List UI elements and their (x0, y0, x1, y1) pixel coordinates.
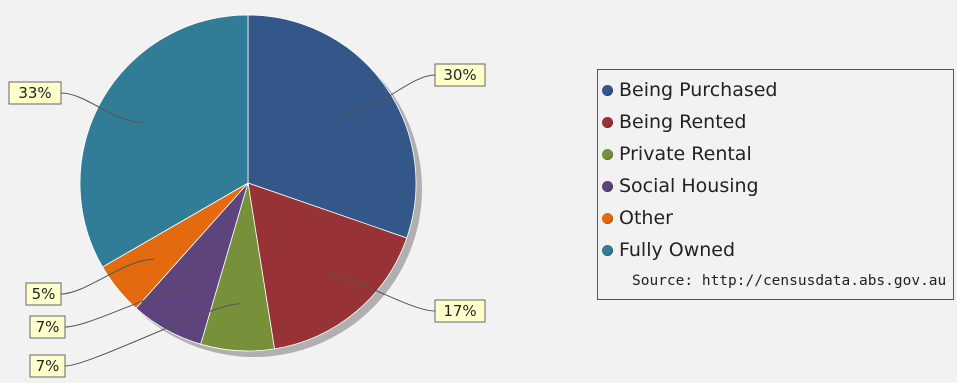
source-note: Source: http://censusdata.abs.gov.au (632, 273, 947, 289)
legend-item-fully-owned: Fully Owned (602, 234, 953, 266)
leader-line (346, 74, 436, 114)
slice-label-box (25, 282, 62, 306)
legend-label: Other (619, 207, 673, 229)
slice-label-box (8, 81, 62, 105)
leader-line (60, 258, 155, 295)
legend-item-private-rental: Private Rental (602, 138, 953, 170)
pie-slice-being-purchased (247, 14, 417, 239)
legend-label: Being Rented (619, 111, 747, 133)
slice-label-box (434, 63, 486, 87)
legend-swatch (602, 148, 613, 160)
slice-label-box (434, 299, 486, 323)
legend-label: Social Housing (619, 175, 759, 197)
legend-label: Private Rental (619, 143, 752, 165)
pie-slice-fully-owned (79, 14, 249, 268)
legend-item-social-housing: Social Housing (602, 170, 953, 202)
slice-label-box (29, 354, 66, 378)
leader-line (64, 303, 241, 367)
legend-swatch (602, 244, 613, 256)
slice-label: 7% (36, 357, 60, 375)
slice-label: 5% (32, 285, 56, 303)
slice-label: 33% (18, 84, 51, 102)
slice-label-box (29, 315, 66, 339)
legend-swatch (602, 116, 613, 128)
slice-label: 7% (36, 318, 60, 336)
legend-item-being-purchased: Being Purchased (602, 74, 953, 106)
legend-swatch (602, 84, 613, 96)
legend-label: Being Purchased (619, 79, 778, 101)
legend: Being Purchased Being Rented Private Ren… (597, 69, 954, 300)
legend-swatch (602, 180, 613, 192)
slice-label: 17% (443, 302, 476, 320)
legend-item-other: Other (602, 202, 953, 234)
leader-line (64, 288, 190, 328)
slice-label: 30% (443, 66, 476, 84)
leader-line (325, 275, 436, 312)
pie-slice-being-rented (247, 182, 408, 350)
legend-swatch (602, 212, 613, 224)
legend-list: Being Purchased Being Rented Private Ren… (598, 70, 953, 266)
legend-item-being-rented: Being Rented (602, 106, 953, 138)
legend-label: Fully Owned (619, 239, 736, 261)
leader-line (60, 92, 144, 124)
